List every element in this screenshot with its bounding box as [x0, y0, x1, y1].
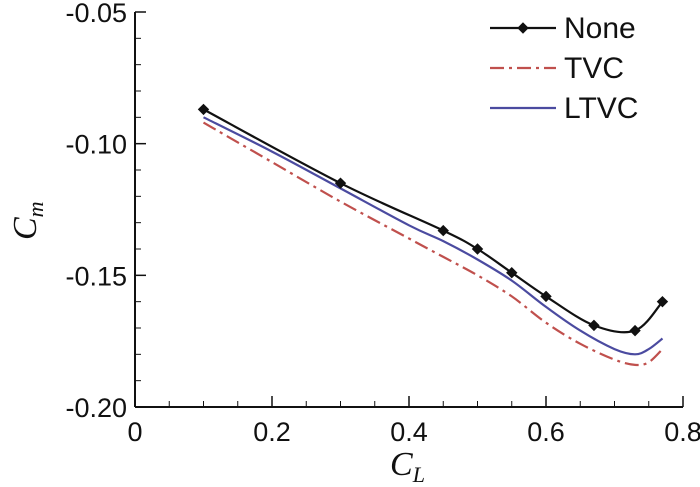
series-marker-none: [437, 224, 449, 237]
x-axis-label: CL: [390, 446, 425, 487]
axis-ticks: [134, 11, 684, 408]
y-axis-label: Cm: [7, 201, 48, 240]
series-layer: [197, 103, 669, 367]
series-marker-none: [197, 103, 210, 116]
x-tick-label: 0.6: [527, 417, 565, 447]
series-marker-none: [540, 290, 552, 303]
series-marker-none: [656, 295, 669, 308]
series-marker-none: [471, 243, 484, 255]
x-tick-label: 0: [127, 417, 142, 447]
y-tick-label: -0.05: [65, 0, 127, 28]
series-line-none: [202, 108, 664, 334]
series-marker-none: [588, 319, 600, 332]
series-marker-none: [334, 177, 347, 189]
series-line-tvc: [202, 121, 664, 367]
series-line-ltvc: [203, 116, 664, 356]
legend-marker-none: [517, 22, 529, 34]
series-marker-none: [629, 324, 641, 337]
tick-labels: 0 0.2 0.4 0.6 0.8 -0.20 -0.15 -0.10 -0.05: [65, 0, 700, 447]
x-tick-label: 0.2: [253, 417, 291, 447]
x-tick-label: 0.4: [390, 417, 428, 447]
series-marker-none: [506, 266, 518, 279]
legend-label-none: None: [564, 12, 636, 45]
y-tick-label: -0.20: [65, 393, 127, 423]
legend-label-tvc: TVC: [564, 52, 624, 85]
legend: None TVC LTVC: [490, 12, 638, 125]
x-tick-label: 0.8: [664, 417, 700, 447]
y-tick-label: -0.10: [65, 130, 127, 160]
y-tick-label: -0.15: [65, 261, 127, 291]
legend-label-ltvc: LTVC: [564, 92, 638, 125]
